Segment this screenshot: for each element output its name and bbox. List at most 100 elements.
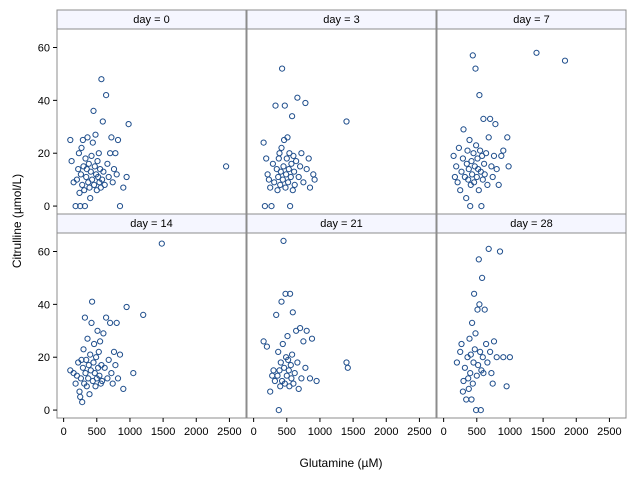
panel-label: day = 28 bbox=[510, 218, 553, 230]
data-point bbox=[278, 298, 285, 305]
panel-1: day = 3 bbox=[246, 9, 437, 215]
data-point bbox=[478, 203, 485, 210]
data-point bbox=[506, 354, 513, 361]
data-point bbox=[475, 362, 482, 369]
data-point bbox=[289, 187, 296, 194]
data-point bbox=[77, 171, 85, 178]
data-point bbox=[487, 115, 494, 123]
data-point bbox=[275, 407, 282, 414]
data-point bbox=[97, 338, 104, 345]
panel-label: day = 14 bbox=[130, 218, 173, 230]
data-point bbox=[75, 166, 82, 173]
x-tick-label: 2000 bbox=[184, 426, 208, 438]
data-point bbox=[277, 181, 284, 188]
data-point bbox=[455, 144, 462, 151]
data-point bbox=[302, 364, 309, 371]
data-point bbox=[474, 155, 481, 162]
data-point bbox=[291, 168, 298, 175]
data-point bbox=[103, 314, 110, 321]
data-point bbox=[99, 176, 106, 183]
data-point bbox=[453, 163, 460, 170]
data-point bbox=[465, 166, 472, 173]
data-point bbox=[85, 160, 92, 167]
data-point bbox=[158, 240, 165, 247]
data-point bbox=[84, 134, 91, 141]
data-point bbox=[284, 134, 291, 141]
data-point bbox=[457, 187, 464, 194]
y-tick-label: 20 bbox=[38, 148, 50, 160]
data-point bbox=[283, 372, 290, 379]
data-point bbox=[460, 377, 467, 385]
data-point bbox=[260, 139, 267, 146]
data-point bbox=[467, 351, 474, 358]
data-point bbox=[100, 330, 107, 337]
data-point bbox=[72, 380, 79, 387]
data-point bbox=[473, 372, 480, 379]
data-point bbox=[77, 375, 85, 382]
y-tick-label: 0 bbox=[44, 201, 50, 213]
data-point bbox=[273, 311, 280, 318]
data-point bbox=[294, 94, 301, 101]
data-point bbox=[500, 354, 507, 361]
data-point bbox=[81, 314, 89, 321]
data-point bbox=[343, 118, 350, 125]
y-tick-label: 40 bbox=[38, 299, 50, 311]
data-point bbox=[467, 203, 474, 210]
data-point bbox=[279, 340, 286, 348]
data-point bbox=[294, 359, 301, 366]
data-point bbox=[277, 168, 284, 175]
panel-plot-area bbox=[436, 232, 627, 419]
data-point bbox=[291, 181, 298, 188]
data-point bbox=[465, 176, 472, 183]
data-point bbox=[467, 370, 474, 377]
data-point bbox=[458, 168, 465, 175]
data-point bbox=[83, 383, 90, 390]
data-point bbox=[285, 356, 292, 363]
data-point bbox=[113, 171, 120, 178]
data-point bbox=[465, 385, 472, 392]
data-point bbox=[489, 173, 496, 181]
data-point bbox=[470, 150, 477, 157]
data-point bbox=[504, 134, 511, 141]
data-point bbox=[297, 163, 304, 170]
data-point bbox=[306, 375, 314, 382]
data-point bbox=[75, 150, 83, 157]
data-point bbox=[479, 354, 486, 361]
data-point bbox=[490, 338, 498, 345]
data-point bbox=[464, 147, 471, 154]
data-point bbox=[99, 377, 106, 385]
panel-4: day = 21 bbox=[246, 213, 437, 419]
data-point bbox=[90, 359, 97, 366]
data-point bbox=[98, 76, 105, 83]
data-point bbox=[72, 203, 79, 210]
x-tick-label: 1000 bbox=[498, 426, 522, 438]
data-point bbox=[268, 203, 275, 210]
data-point bbox=[289, 113, 296, 120]
data-point bbox=[468, 158, 475, 165]
data-point bbox=[500, 147, 507, 154]
data-point bbox=[289, 309, 296, 316]
data-point bbox=[80, 346, 87, 353]
y-axis-row-0: 0 20 40 60 bbox=[38, 43, 57, 213]
data-point bbox=[469, 319, 476, 326]
data-point bbox=[88, 319, 95, 326]
data-point bbox=[479, 274, 486, 281]
data-point bbox=[89, 298, 96, 305]
data-point bbox=[85, 375, 92, 382]
data-point bbox=[223, 163, 230, 170]
x-tick-label: 1500 bbox=[341, 426, 365, 438]
data-point bbox=[267, 388, 274, 395]
data-point bbox=[265, 176, 272, 183]
data-point bbox=[84, 335, 91, 342]
data-point bbox=[101, 181, 108, 188]
data-point bbox=[285, 367, 292, 374]
data-point bbox=[120, 385, 127, 392]
data-point bbox=[472, 65, 479, 72]
data-point bbox=[277, 359, 284, 366]
data-point bbox=[469, 380, 476, 387]
data-point bbox=[103, 92, 110, 99]
x-tick-label: 2500 bbox=[217, 426, 241, 438]
panel-plot-area bbox=[56, 232, 247, 419]
data-point bbox=[92, 383, 99, 390]
panel-plot-area bbox=[56, 28, 247, 215]
